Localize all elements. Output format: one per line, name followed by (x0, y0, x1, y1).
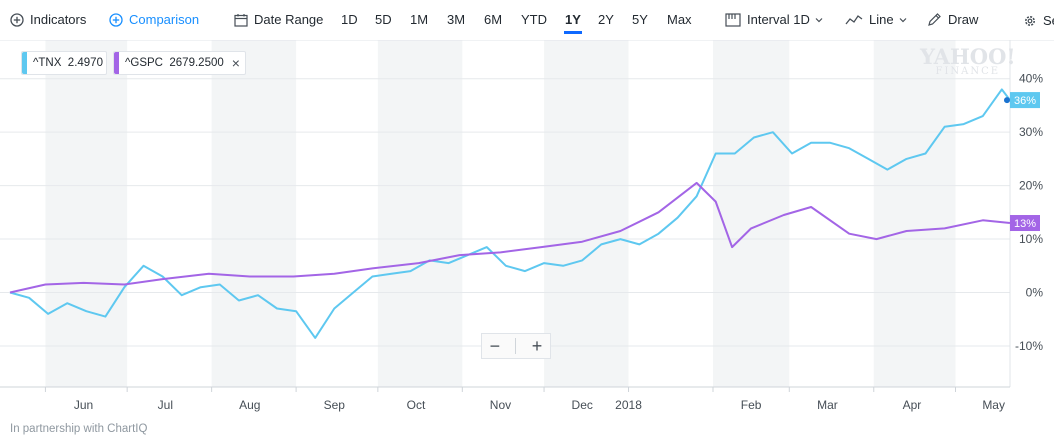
month-band (211, 40, 297, 387)
chevron-down-icon (815, 17, 823, 22)
y-tick-label: 20% (1019, 179, 1043, 193)
range-max-button[interactable]: Max (667, 12, 692, 27)
settings-button[interactable]: Se (1023, 13, 1054, 28)
x-tick-label: Apr (903, 398, 922, 412)
line-chart-icon (845, 14, 863, 24)
x-tick-label: Mar (817, 398, 838, 412)
legend-color-swatch (114, 52, 119, 74)
x-tick-label: Oct (407, 398, 426, 412)
pencil-icon (928, 13, 941, 26)
horizontal-gridlines (0, 40, 1011, 387)
date-range-button[interactable]: Date Range (234, 12, 323, 27)
month-band (45, 40, 128, 387)
range-1m-button[interactable]: 1M (410, 12, 429, 27)
y-tick-label: 0% (1026, 286, 1044, 300)
x-tick-label: Jul (158, 398, 173, 412)
x-tick-label: Dec (572, 398, 593, 412)
month-band (873, 40, 956, 387)
chevron-down-icon (899, 17, 907, 22)
range-2y-button[interactable]: 2Y (598, 12, 614, 27)
x-tick-label: Sep (324, 398, 346, 412)
active-range-indicator (564, 31, 582, 34)
interval-icon (725, 12, 741, 27)
y-tick-label: 40% (1019, 72, 1043, 86)
y-tick-label: 30% (1019, 125, 1043, 139)
interval-value: 1D (793, 12, 810, 27)
x-tick-label: Jun (74, 398, 93, 412)
gear-icon (1025, 15, 1035, 26)
y-tick-label: -10% (1015, 339, 1043, 353)
watermark-line1: YAHOO! (920, 44, 1016, 69)
series-end-badge (1010, 92, 1040, 109)
range-3m-button[interactable]: 3M (447, 12, 466, 27)
series-line (9, 181, 1011, 294)
legend-gspc[interactable]: ^GSPC 2679.2500 × (113, 51, 246, 75)
calendar-icon (234, 13, 248, 27)
x-tick-label: Aug (239, 398, 260, 412)
series-end-label: 13% (1014, 218, 1036, 230)
range-1y-button[interactable]: 1Y (565, 12, 581, 27)
chart-type-dropdown[interactable]: Line (845, 12, 908, 27)
yahoo-finance-watermark: YAHOO! FINANCE (920, 46, 1016, 77)
x-tick-label: Feb (741, 398, 762, 412)
range-5y-button[interactable]: 5Y (632, 12, 648, 27)
plus-circle-icon (109, 12, 123, 27)
indicators-button[interactable]: Indicators (10, 12, 86, 27)
watermark-line2: FINANCE (935, 66, 1001, 77)
month-band (544, 40, 629, 387)
legend-value: 2679.2500 (169, 57, 224, 69)
interval-dropdown[interactable]: Interval 1D (725, 12, 824, 27)
draw-label: Draw (948, 12, 979, 27)
series-line (9, 88, 1011, 339)
indicators-label: Indicators (30, 12, 87, 27)
settings-label: Se (1043, 13, 1054, 28)
series-endpoint (1004, 97, 1010, 104)
remove-comparison-icon[interactable]: × (231, 55, 240, 71)
chart-series (9, 88, 1011, 339)
legend-symbol: ^TNX (33, 57, 62, 69)
x-axis-ticks: Jun Jul Aug Sep Oct Nov Dec 2018 Feb Mar Apr May (44, 387, 1005, 412)
interval-label: Interval (747, 12, 790, 27)
series-end-badge (1010, 215, 1040, 232)
comparison-label: Comparison (129, 12, 200, 27)
chart-toolbar: Indicators Comparison Date Range 1D 5D 1… (0, 0, 1054, 40)
month-bands (45, 40, 956, 387)
range-6m-button[interactable]: 6M (484, 12, 503, 27)
y-tick-label: 10% (1019, 232, 1043, 246)
series-end-labels: 36% 13% (1004, 92, 1040, 232)
date-range-label: Date Range (254, 12, 324, 27)
zoom-in-button[interactable]: + (531, 335, 543, 356)
x-tick-label: May (982, 398, 1005, 412)
range-5d-button[interactable]: 5D (375, 12, 392, 27)
price-chart[interactable]: Jun Jul Aug Sep Oct Nov Dec 2018 Feb Mar Apr May 40… (0, 40, 1054, 420)
zoom-divider (515, 338, 517, 354)
legend-color-swatch (22, 52, 27, 74)
draw-button[interactable]: Draw (927, 12, 978, 27)
range-ytd-button[interactable]: YTD (521, 12, 547, 27)
series-end-label: 36% (1014, 95, 1036, 107)
chart-type-label: Line (869, 12, 894, 27)
y-axis-labels: 40% 30% 20% 10% 0% -10% (1015, 72, 1043, 353)
legend-tnx[interactable]: ^TNX 2.4970 (21, 51, 107, 75)
comparison-button[interactable]: Comparison (109, 12, 199, 27)
plus-circle-icon (10, 12, 24, 27)
x-tick-label: Nov (490, 398, 511, 412)
zoom-controls: − + (481, 333, 551, 359)
chartiq-credit: In partnership with ChartIQ (10, 423, 148, 435)
legend-value: 2.4970 (67, 57, 103, 69)
legend-symbol: ^GSPC (125, 57, 163, 69)
x-tick-label: 2018 (615, 398, 642, 412)
range-1d-button[interactable]: 1D (341, 12, 358, 27)
month-band (377, 40, 463, 387)
zoom-out-button[interactable]: − (489, 335, 501, 356)
month-band (712, 40, 790, 387)
